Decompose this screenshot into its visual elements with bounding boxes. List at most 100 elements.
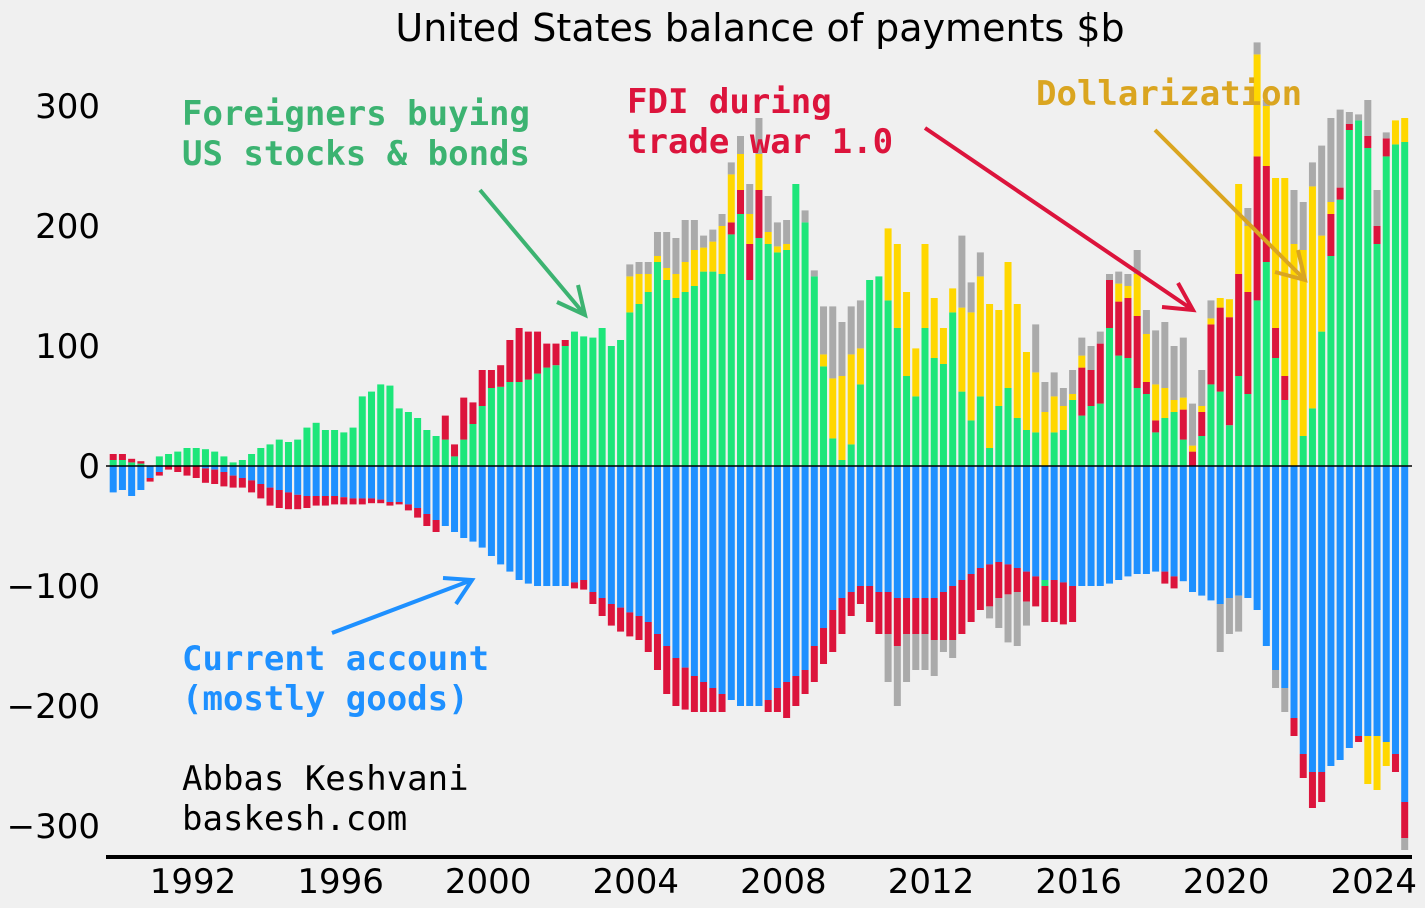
bar-other-134 [1345,112,1353,124]
bar-other-69 [746,184,754,214]
bar-current-account-30 [386,466,394,502]
bar-fdi-3 [137,461,145,464]
bar-portfolio-stocks-bonds--25 [340,432,348,466]
bar-portfolio-stocks-bonds--101 [1041,580,1049,586]
y-tick-label: −100 [7,567,100,607]
bar-portfolio-stocks-bonds--13 [229,462,237,466]
bar-dollarization-72 [773,246,781,253]
bar-current-account-41 [487,466,495,556]
bar-portfolio-stocks-bonds--131 [1318,331,1326,466]
bar-current-account-109 [1115,466,1123,580]
bar-current-account-36 [441,466,449,526]
bar-fdi-80 [847,592,855,616]
bar-fdi-32 [404,504,412,511]
bar-portfolio-stocks-bonds--67 [727,234,735,466]
bar-other-95 [986,606,994,619]
bar-current-account-62 [681,466,689,668]
bar-current-account-103 [1059,466,1067,583]
bar-portfolio-stocks-bonds--94 [976,396,984,466]
bar-current-account-78 [829,466,837,610]
bar-portfolio-stocks-bonds--26 [349,427,357,466]
bar-fdi-37 [451,444,459,457]
bar-other-88 [921,634,929,670]
bar-fdi-49 [561,340,569,346]
bar-fdi-64 [700,682,708,712]
bar-fdi-110 [1124,298,1132,358]
bar-fdi-70 [755,190,763,238]
bar-portfolio-stocks-bonds--105 [1078,415,1086,466]
bar-current-account-35 [432,466,440,520]
bar-current-account-100 [1032,466,1040,577]
bar-current-account-80 [847,466,855,592]
bar-other-106 [1087,346,1095,370]
x-tick-label: 2008 [740,862,827,902]
bar-current-account-61 [672,466,680,658]
bar-portfolio-stocks-bonds--15 [248,454,256,466]
bar-fdi-119 [1207,324,1215,385]
bar-fdi-99 [1022,571,1030,602]
bar-other-129 [1299,202,1307,250]
y-axis-ticks: 300 200 100 0 −100 −200 −300 [7,87,100,847]
bar-dollarization-104 [1069,394,1077,400]
bar-current-account-42 [497,466,505,565]
bar-fdi-103 [1059,582,1067,625]
bar-current-account-81 [856,466,864,586]
bar-fdi-137 [1373,226,1381,244]
bar-current-account-33 [414,466,422,508]
annotation-blue-line2: (mostly goods) [182,679,469,719]
bar-other-116 [1179,337,1187,398]
bar-fdi-65 [709,688,717,712]
bar-dollarization-99 [1022,352,1030,430]
bar-fdi-84 [884,592,892,634]
bar-fdi-130 [1308,772,1316,808]
bar-current-account-123 [1244,466,1252,598]
bar-dollarization-88 [921,244,929,328]
bar-other-137 [1373,190,1381,226]
bar-current-account-136 [1364,466,1372,736]
annotation-blue: Current account (mostly goods) [182,576,489,719]
bar-portfolio-stocks-bonds--58 [644,292,652,466]
bar-portfolio-stocks-bonds--75 [801,222,809,466]
bar-dollarization-70 [755,154,763,190]
bar-portfolio-stocks-bonds--126 [1272,358,1280,466]
bar-other-123 [1244,208,1252,226]
bar-portfolio-stocks-bonds--120 [1216,391,1224,466]
bar-current-account-43 [506,466,514,572]
bar-portfolio-stocks-bonds--29 [377,384,385,466]
bar-fdi-92 [958,580,966,634]
bar-portfolio-stocks-bonds--104 [1069,400,1077,466]
bar-portfolio-stocks-bonds--135 [1355,120,1363,467]
x-tick-label: 2000 [445,862,532,902]
bar-fdi-118 [1198,412,1206,436]
bar-current-account-38 [460,466,468,538]
y-tick-label: −300 [7,807,100,847]
bar-current-account-77 [820,466,828,628]
bar-fdi-85 [893,598,901,646]
x-axis-ticks: 1992 1996 2000 2004 2008 2012 2016 2020 2024 [150,862,1417,902]
x-tick-label: 1992 [150,862,237,902]
bar-fdi-18 [275,490,283,508]
bar-fdi-67 [727,222,735,235]
bar-current-account-49 [561,466,569,586]
bar-dollarization-127 [1281,178,1289,376]
bar-fdi-77 [820,628,828,664]
bar-fdi-40 [478,370,486,406]
bar-other-87 [912,634,920,670]
bar-fdi-0 [109,454,117,460]
credit-author: Abbas Keshvani [182,759,469,799]
bar-other-103 [1059,388,1067,406]
bar-other-132 [1327,118,1335,202]
bar-dollarization-122 [1235,184,1243,274]
bar-portfolio-stocks-bonds--6 [165,454,173,466]
bar-portfolio-stocks-bonds--59 [653,262,661,466]
bar-fdi-122 [1235,274,1243,376]
bar-current-account-53 [598,466,606,598]
x-tick-label: 1996 [297,862,384,902]
bar-portfolio-stocks-bonds--32 [404,412,412,466]
bar-current-account-59 [653,466,661,634]
y-tick-label: 100 [35,327,100,367]
bar-other-107 [1096,331,1104,344]
bar-dollarization-59 [653,256,661,262]
bar-dollarization-119 [1207,318,1215,325]
